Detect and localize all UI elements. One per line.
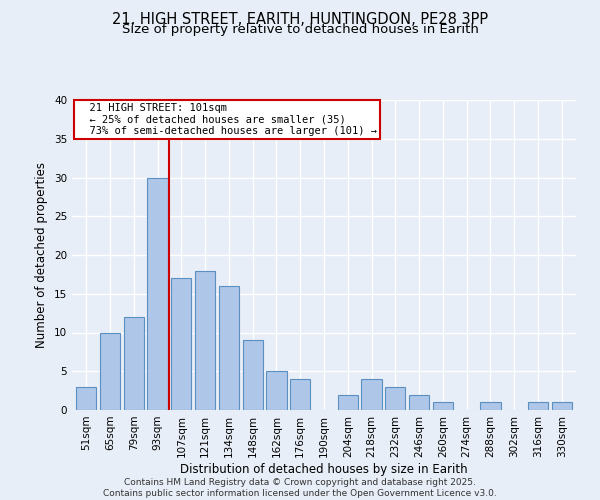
Y-axis label: Number of detached properties: Number of detached properties	[35, 162, 49, 348]
Bar	[266, 371, 287, 410]
Bar	[338, 394, 358, 410]
Bar	[290, 379, 310, 410]
Bar	[171, 278, 191, 410]
Bar	[551, 402, 572, 410]
Bar	[148, 178, 167, 410]
Text: Size of property relative to detached houses in Earith: Size of property relative to detached ho…	[122, 22, 478, 36]
Bar	[385, 387, 406, 410]
Bar	[433, 402, 453, 410]
Bar	[124, 317, 144, 410]
Bar	[528, 402, 548, 410]
Bar	[361, 379, 382, 410]
Text: 21, HIGH STREET, EARITH, HUNTINGDON, PE28 3PP: 21, HIGH STREET, EARITH, HUNTINGDON, PE2…	[112, 12, 488, 28]
Bar	[219, 286, 239, 410]
Bar	[100, 332, 120, 410]
Text: Contains HM Land Registry data © Crown copyright and database right 2025.
Contai: Contains HM Land Registry data © Crown c…	[103, 478, 497, 498]
Text: 21 HIGH STREET: 101sqm
  ← 25% of detached houses are smaller (35)
  73% of semi: 21 HIGH STREET: 101sqm ← 25% of detached…	[77, 103, 377, 136]
Bar	[195, 270, 215, 410]
Bar	[242, 340, 263, 410]
Bar	[481, 402, 500, 410]
Bar	[76, 387, 97, 410]
X-axis label: Distribution of detached houses by size in Earith: Distribution of detached houses by size …	[180, 462, 468, 475]
Bar	[409, 394, 429, 410]
